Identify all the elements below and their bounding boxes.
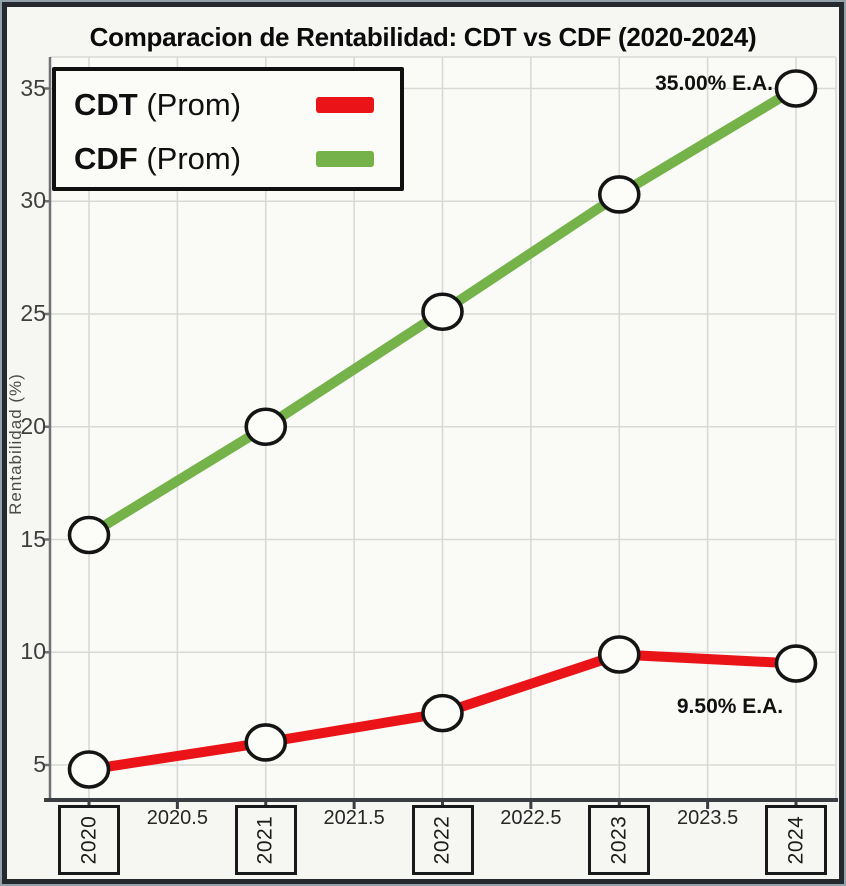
legend-label-cdt-rest: (Prom) bbox=[137, 87, 242, 122]
x-tick-label: 2023 bbox=[607, 815, 631, 865]
y-tick-label: 30 bbox=[20, 187, 46, 214]
x-tick-box-2024: 2024 bbox=[765, 805, 827, 875]
marker-cdf-2021 bbox=[244, 407, 288, 447]
marker-cdt-2020 bbox=[67, 750, 111, 789]
marker-cdt-2024 bbox=[774, 644, 818, 683]
legend-label-cdt: CDT (Prom) bbox=[74, 87, 241, 123]
legend-swatch-cdt bbox=[316, 97, 374, 113]
y-tick-label: 5 bbox=[33, 751, 46, 777]
legend-label-cdf-rest: (Prom) bbox=[137, 141, 242, 176]
x-tick-minor-label: 2023.5 bbox=[677, 807, 739, 829]
legend: CDT (Prom) CDF (Prom) bbox=[52, 67, 404, 191]
x-tick-label: 2022 bbox=[430, 815, 454, 865]
marker-cdf-2020 bbox=[67, 515, 111, 555]
legend-label-cdt-bold: CDT bbox=[74, 87, 138, 122]
annotation-label: 35.00% E.A. bbox=[655, 71, 773, 95]
marker-cdt-2021 bbox=[244, 723, 288, 762]
legend-item-cdt: CDT (Prom) bbox=[74, 78, 374, 132]
annotation-label: 9.50% E.A. bbox=[676, 694, 784, 718]
chart-title: Comparacion de Rentabilidad: CDT vs CDF … bbox=[89, 22, 757, 52]
x-tick-box-2020: 2020 bbox=[58, 805, 120, 875]
marker-cdt-2022 bbox=[421, 693, 464, 733]
x-tick-minor-label: 2022.5 bbox=[500, 807, 562, 829]
x-tick-label: 2020 bbox=[77, 815, 100, 865]
legend-label-cdf-bold: CDF bbox=[74, 141, 138, 176]
y-tick-label: 10 bbox=[20, 638, 46, 665]
x-tick-minor-label: 2020.5 bbox=[146, 807, 208, 829]
marker-cdf-2023 bbox=[597, 175, 641, 214]
x-tick-box-2021: 2021 bbox=[234, 805, 297, 875]
x-tick-label: 2024 bbox=[784, 815, 807, 865]
marker-cdf-2024 bbox=[774, 69, 818, 108]
legend-swatch-cdf bbox=[316, 151, 374, 167]
x-tick-box-2023: 2023 bbox=[588, 805, 651, 875]
legend-item-cdf: CDF (Prom) bbox=[74, 132, 374, 186]
x-tick-box-2022: 2022 bbox=[411, 805, 474, 875]
legend-label-cdf: CDF (Prom) bbox=[74, 141, 241, 177]
y-tick-label: 20 bbox=[20, 412, 46, 439]
marker-cdt-2023 bbox=[597, 635, 641, 674]
x-tick-label: 2021 bbox=[253, 815, 277, 865]
y-tick-label: 35 bbox=[20, 74, 46, 101]
y-axis-title: Rentabilidad (%) bbox=[6, 373, 25, 515]
x-tick-minor-label: 2021.5 bbox=[323, 807, 385, 829]
y-tick-label: 25 bbox=[20, 300, 46, 326]
y-tick-label: 15 bbox=[20, 525, 46, 552]
marker-cdf-2022 bbox=[421, 292, 464, 332]
